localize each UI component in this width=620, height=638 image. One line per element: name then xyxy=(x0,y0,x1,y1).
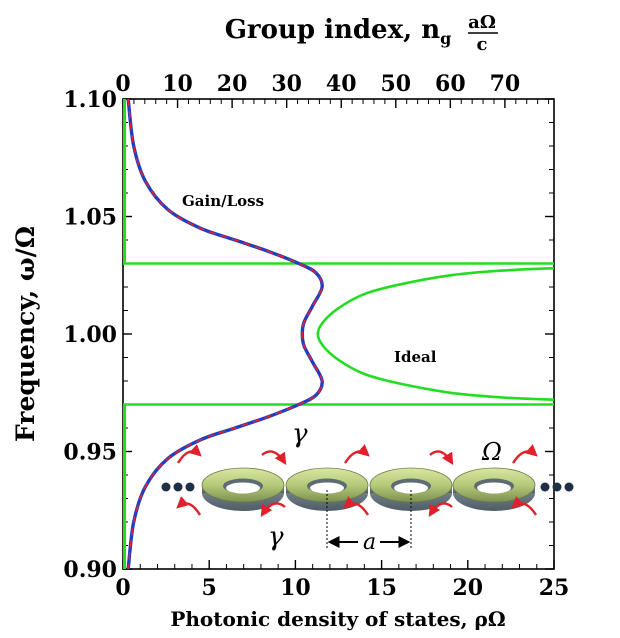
x-tick-label: 20 xyxy=(452,575,483,601)
coupling-arrow xyxy=(261,450,287,466)
x2-tick-label: 70 xyxy=(490,71,521,97)
y-tick-label: 0.95 xyxy=(63,440,117,466)
ideal-band-edges xyxy=(123,99,554,569)
x2-tick-label: 50 xyxy=(380,71,411,97)
x2-axis-title: Group index, ng xyxy=(225,15,452,48)
coupling-arrows xyxy=(176,444,538,518)
x-tick-labels: 0 5 10 15 20 25 xyxy=(115,575,569,601)
x2-tick-label: 30 xyxy=(271,71,302,97)
right-ellipsis-dots xyxy=(540,482,574,492)
annotation-gain-loss: Gain/Loss xyxy=(182,192,264,210)
y-tick-label: 1.05 xyxy=(63,205,117,231)
y-axis-title: Frequency, ω/Ω xyxy=(11,226,40,442)
inset-label-gamma-bottom: γ xyxy=(268,522,284,552)
x-tick-label: 0 xyxy=(115,575,130,601)
inset-label-period: a xyxy=(363,530,376,555)
x2-axis-title-fraction: aΩ c xyxy=(468,12,498,55)
coupling-arrow xyxy=(176,496,202,516)
x2-tick-label: 0 xyxy=(115,71,130,97)
y-tick-label: 1.10 xyxy=(63,87,117,113)
coupling-arrow xyxy=(260,502,286,518)
x-tick-label: 25 xyxy=(539,575,570,601)
ring-resonator xyxy=(452,467,536,511)
y-tick-labels: 0.90 0.95 1.00 1.05 1.10 xyxy=(63,87,117,583)
coupling-arrow xyxy=(343,444,370,464)
coupling-arrow xyxy=(176,444,202,464)
svg-text:c: c xyxy=(477,34,488,55)
x-tick-label: 15 xyxy=(366,575,397,601)
ring-resonator xyxy=(201,467,285,511)
coupling-arrow xyxy=(343,496,370,516)
series-gain-loss-dash xyxy=(127,99,323,569)
coupling-arrow xyxy=(429,450,454,466)
y-tick-label: 1.00 xyxy=(63,322,117,348)
inset-label-omega: Ω xyxy=(481,438,502,466)
inset-label-gamma-top: γ xyxy=(292,419,308,449)
y-tick-label: 0.90 xyxy=(63,557,117,583)
x2-tick-label: 40 xyxy=(326,71,357,97)
series-ideal-line xyxy=(316,266,554,402)
ring-resonator xyxy=(285,467,369,511)
coupling-arrow xyxy=(428,502,453,518)
x-axis-title: Photonic density of states, ρΩ xyxy=(170,607,505,631)
x-tick-label: 10 xyxy=(280,575,311,601)
coupling-arrow xyxy=(511,496,538,516)
ring-chain-inset: γ γ Ω a xyxy=(161,419,574,555)
coupling-arrow xyxy=(511,444,538,464)
x2-tick-label: 10 xyxy=(162,71,193,97)
annotation-ideal: Ideal xyxy=(394,348,437,366)
x2-tick-label: 20 xyxy=(217,71,248,97)
x2-tick-label: 60 xyxy=(435,71,466,97)
x2-tick-labels: 0 10 20 30 40 50 60 70 xyxy=(115,71,520,97)
svg-text:aΩ: aΩ xyxy=(468,12,496,33)
x-tick-label: 5 xyxy=(202,575,217,601)
left-ellipsis-dots xyxy=(161,482,195,492)
